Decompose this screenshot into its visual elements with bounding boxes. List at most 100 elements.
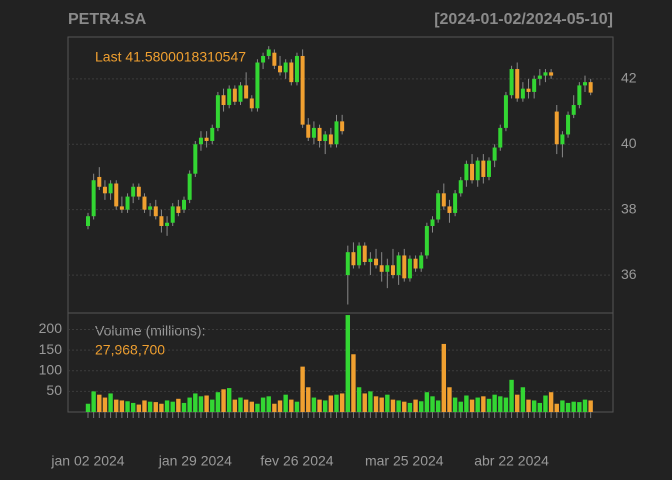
candle-body — [215, 95, 220, 128]
candle-body — [182, 199, 187, 210]
candle-body — [390, 265, 395, 276]
candle-body — [159, 216, 164, 227]
candle-body — [526, 88, 531, 92]
candle-body — [515, 69, 520, 99]
candle-body — [97, 176, 102, 187]
x-tick-label: jan 02 2024 — [50, 453, 124, 469]
volume-bar — [266, 396, 271, 412]
candle-body — [492, 147, 497, 161]
x-tick-label: mar 25 2024 — [365, 453, 444, 469]
volume-bar — [464, 395, 469, 412]
candle-body — [537, 75, 542, 79]
volume-bar — [85, 403, 91, 412]
candle-body — [187, 173, 192, 200]
volume-bar — [323, 400, 328, 412]
y-tick-label: 150 — [39, 341, 63, 357]
candle-body — [153, 206, 158, 217]
volume-bar — [159, 403, 164, 412]
volume-bar — [306, 387, 311, 412]
volume-bar — [424, 392, 430, 412]
candle-body — [424, 226, 429, 256]
candle-body — [232, 88, 237, 102]
volume-last: 27,968,700 — [95, 342, 165, 358]
volume-bar — [402, 401, 407, 412]
volume-bar — [181, 402, 187, 412]
volume-bar — [142, 400, 147, 412]
y-tick-label: 50 — [46, 382, 62, 398]
candle-body — [294, 55, 299, 83]
candle-body — [311, 127, 316, 138]
volume-bar — [475, 397, 480, 412]
volume-bar — [125, 401, 130, 412]
candle-body — [486, 160, 491, 177]
volume-bar — [435, 400, 441, 412]
candle-body — [278, 65, 283, 73]
candle-body — [272, 52, 277, 66]
volume-bar — [283, 394, 288, 412]
candle-body — [176, 206, 181, 213]
volume-bar — [543, 395, 548, 412]
candle-body — [464, 163, 469, 181]
volume-bar — [226, 388, 232, 412]
candle-body — [475, 160, 480, 181]
volume-bar — [345, 315, 350, 412]
candle-body — [385, 265, 390, 272]
volume-bar — [260, 397, 266, 412]
candle-body — [306, 124, 311, 138]
volume-bar — [300, 366, 305, 412]
y-tick-label: 200 — [39, 320, 63, 336]
candle-body — [441, 193, 446, 207]
volume-bar — [193, 393, 198, 412]
volume-bar — [294, 401, 300, 412]
volume-bar — [328, 395, 334, 412]
volume-bar — [289, 399, 294, 412]
volume-bar — [187, 397, 192, 412]
candle-body — [357, 245, 362, 266]
candle-body — [255, 62, 260, 109]
volume-bar — [458, 401, 463, 412]
candle-body — [453, 193, 458, 213]
candle-body — [170, 206, 175, 223]
volume-bar — [210, 399, 215, 412]
candle-body — [204, 137, 209, 141]
volume-bar — [486, 398, 492, 412]
volume-bar — [498, 396, 503, 412]
volume-bar — [565, 402, 571, 412]
volume-bar — [379, 397, 384, 412]
volume-bar — [515, 394, 520, 412]
volume-bar — [153, 402, 158, 412]
candle-body — [407, 258, 412, 279]
volume-bar — [481, 396, 486, 412]
candle-body — [283, 62, 288, 73]
volume-bar — [560, 400, 565, 412]
candle-body — [108, 183, 113, 194]
volume-bar — [441, 343, 447, 412]
candle-body — [148, 206, 153, 210]
candle-body — [142, 196, 147, 210]
candle-body — [549, 72, 554, 76]
volume-bar — [176, 398, 181, 412]
candle-body — [114, 183, 119, 207]
y-tick-label: 100 — [39, 361, 63, 377]
candle-body — [436, 193, 441, 220]
candle-body — [323, 134, 328, 141]
volume-bar — [238, 397, 243, 412]
candle-body — [102, 186, 107, 194]
volume-bar — [119, 400, 125, 412]
candle-body — [136, 186, 141, 197]
volume-bar — [97, 394, 102, 412]
candle-body — [131, 186, 136, 197]
volume-bar — [509, 379, 514, 412]
volume-bar — [108, 393, 113, 412]
candle-body — [532, 78, 537, 92]
volume-bar — [198, 396, 204, 412]
volume-bar — [447, 387, 452, 412]
candle-body — [198, 137, 203, 145]
candle-body — [289, 62, 294, 83]
x-tick-label: abr 22 2024 — [474, 453, 549, 469]
volume-bar — [114, 399, 119, 412]
volume-bar — [526, 399, 531, 412]
candle-body — [244, 85, 249, 99]
candle-body — [520, 88, 525, 99]
